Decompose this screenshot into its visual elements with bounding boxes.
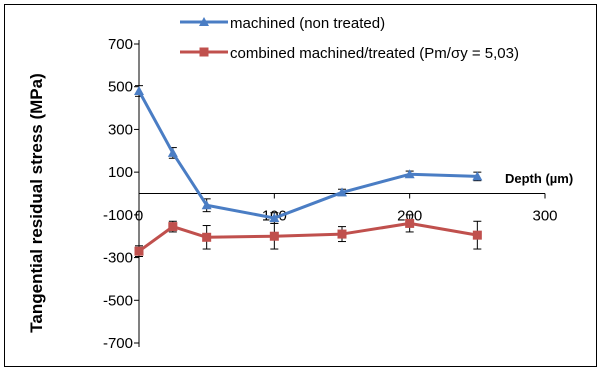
chart-frame	[4, 4, 597, 367]
data-point	[134, 246, 144, 256]
y-tick-label: 500	[108, 79, 133, 96]
legend: machined (non treated) combined machined…	[180, 15, 519, 62]
x-tick-label: 300	[532, 208, 557, 225]
data-point	[202, 232, 212, 242]
data-point	[405, 218, 415, 228]
series-0	[134, 85, 483, 224]
data-point	[337, 187, 347, 197]
data-point	[472, 230, 482, 240]
y-tick-label: -700	[103, 335, 133, 352]
data-point	[404, 169, 415, 179]
legend-marker-combined	[199, 47, 209, 57]
data-point	[472, 171, 483, 181]
data-point	[168, 222, 178, 232]
legend-item-machined: machined (non treated)	[180, 15, 385, 32]
series-1	[134, 214, 482, 258]
legend-label-combined: combined machined/treated (Pm/σy = 5,03)	[230, 45, 519, 62]
series-group	[134, 85, 483, 258]
data-point	[167, 147, 178, 157]
legend-item-combined: combined machined/treated (Pm/σy = 5,03)	[180, 45, 519, 62]
data-point	[134, 85, 144, 95]
y-axis-label: Tangential residual stress (MPa)	[27, 73, 46, 332]
legend-marker-machined	[199, 17, 209, 26]
data-point	[337, 229, 347, 239]
y-tick-label: -100	[103, 207, 133, 224]
x-axis-label: Depth (µm)	[505, 171, 573, 186]
y-tick-label: 300	[108, 121, 133, 138]
x-tick-label: 0	[135, 208, 143, 225]
data-point	[201, 200, 212, 210]
legend-label-machined: machined (non treated)	[230, 15, 385, 32]
data-point	[269, 231, 279, 241]
y-tick-label: -500	[103, 292, 133, 309]
y-tick-label: 700	[108, 36, 133, 53]
data-point	[269, 213, 280, 223]
y-tick-label: 100	[108, 164, 133, 181]
y-tick-label: -300	[103, 250, 133, 267]
